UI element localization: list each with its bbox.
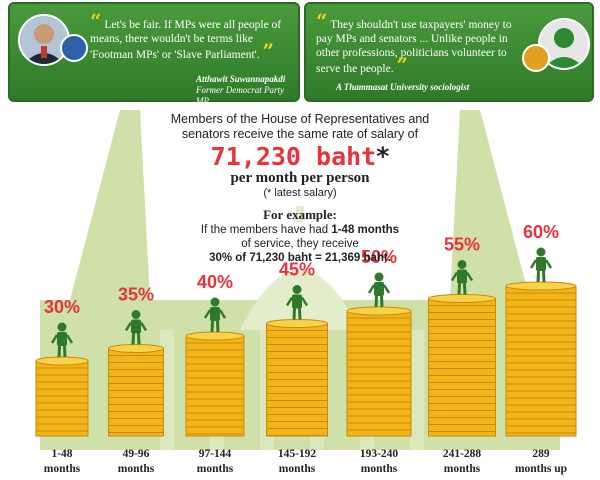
salary-amount: 71,230 baht* — [100, 142, 500, 171]
headline: Members of the House of Representatives … — [100, 112, 500, 142]
bar-value-label-7: 60% — [523, 222, 559, 242]
headline-line1: Members of the House of Representatives … — [170, 112, 430, 126]
open-quote-icon: “ — [316, 9, 328, 33]
building-spire — [296, 206, 304, 222]
coin-stack-bar-5 — [346, 306, 412, 437]
coin-stack-bar-1 — [35, 356, 89, 437]
per-month-label: per month per person — [230, 170, 370, 186]
category-sublabel-4: months — [279, 463, 316, 475]
quote-attribution-right: A Thammasat University sociologist — [336, 82, 470, 92]
category-sublabel-6: months — [444, 463, 481, 475]
coin-stack-bar-4 — [266, 319, 328, 437]
person-figure-icon — [450, 260, 474, 295]
university-seal-icon — [522, 44, 550, 72]
category-label-1: 1-48 — [51, 448, 72, 460]
person-figure-icon — [529, 247, 553, 283]
speaker-photo — [18, 14, 70, 66]
quote-name-left: Atthawit Suwannapakdi — [196, 74, 286, 84]
coin-stack-bar-2 — [108, 344, 164, 437]
bar-value-label-5: 50% — [361, 247, 397, 267]
party-seal-icon — [60, 34, 88, 62]
category-sublabel-1: months — [44, 463, 81, 475]
close-quote-icon: ” — [262, 39, 274, 63]
category-label-3: 97-144 — [199, 448, 232, 460]
building-column — [410, 330, 424, 450]
person-portrait-icon — [20, 16, 68, 64]
coin-stack-bar-6 — [428, 294, 496, 437]
salary-star: * — [376, 142, 390, 171]
building-tower-left — [70, 110, 150, 300]
headline-line2: senators receive the same rate of salary… — [181, 127, 419, 141]
person-figure-icon — [203, 297, 227, 333]
chart-labels: 30% 1-48 months 35% 49-96 months 40% 97-144 mont… — [44, 222, 567, 475]
coin-stack-bar-3 — [185, 331, 245, 437]
latest-salary-note: (* latest salary) — [263, 187, 337, 199]
chart-bars — [35, 247, 577, 437]
bar-value-label-4: 45% — [279, 260, 315, 280]
category-label-7: 289 — [532, 448, 550, 460]
example-line-3: 30% of 71,230 baht = 21,369 baht. — [209, 252, 391, 264]
category-label-4: 145-192 — [278, 448, 317, 460]
person-figure-icon — [124, 310, 148, 345]
category-sublabel-5: months — [361, 463, 398, 475]
salary-value: 71,230 baht — [210, 142, 377, 171]
bar-value-label-3: 40% — [197, 272, 233, 292]
category-label-5: 193-240 — [360, 448, 399, 460]
person-figure-icon — [50, 322, 74, 358]
building-tower-right — [450, 110, 530, 300]
quote-role-left: Former Democrat Party MP — [196, 85, 284, 106]
quote-box-left: “ Let's be fair. If MPs were all people … — [8, 2, 300, 106]
close-quote-icon: ” — [396, 53, 408, 77]
quote-text-left: Let's be fair. If MPs were all people of… — [90, 19, 282, 61]
example-line-2: of service, they receive — [241, 238, 359, 250]
person-figure-icon — [367, 272, 391, 308]
category-sublabel-3: months — [197, 463, 234, 475]
category-sublabel-2: months — [118, 463, 155, 475]
quote-text-right: They shouldn't use taxpayers' money to p… — [316, 19, 512, 75]
coin-stack-bar-7 — [505, 281, 577, 437]
bar-value-label-1: 30% — [44, 297, 80, 317]
bar-value-label-2: 35% — [118, 285, 154, 305]
category-label-6: 241-288 — [443, 448, 482, 460]
bar-value-label-6: 55% — [444, 235, 480, 255]
open-quote-icon: “ — [90, 9, 102, 33]
person-figure-icon — [285, 285, 309, 320]
quote-box-right: “ They shouldn't use taxpayers' money to… — [304, 2, 594, 102]
example-title: For example: — [263, 207, 337, 222]
example-line-1: If the members have had 1-48 months — [200, 224, 400, 236]
category-sublabel-7: months up — [515, 463, 567, 475]
category-label-2: 49-96 — [123, 448, 150, 460]
